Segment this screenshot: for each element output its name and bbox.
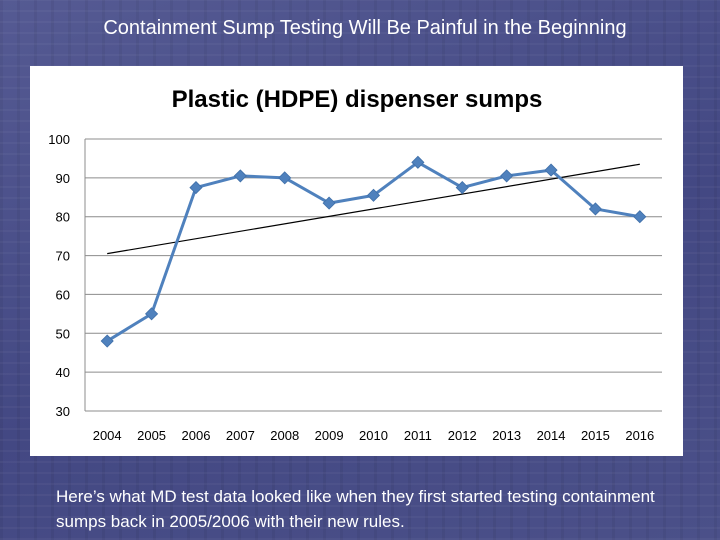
y-tick-labels: 30 40 50 60 70 80 90 100 <box>48 132 70 419</box>
data-point <box>500 169 514 183</box>
x-tick-label: 2005 <box>137 428 166 443</box>
x-tick-labels: 2004 2005 2006 2007 2008 2009 2010 2011 2012 2013… <box>93 428 655 443</box>
slide-title: Containment Sump Testing Will Be Painful… <box>103 17 627 39</box>
x-tick-label: 2007 <box>226 428 255 443</box>
data-point <box>278 171 292 185</box>
x-tick-label: 2009 <box>315 428 344 443</box>
data-point <box>366 188 381 202</box>
y-tick-label: 30 <box>56 404 70 419</box>
x-tick-label: 2015 <box>581 428 610 443</box>
chart-panel: Plastic (HDPE) dispenser sumps 30 40 50 60 7… <box>30 66 683 456</box>
data-point <box>411 155 425 169</box>
y-tick-label: 70 <box>56 249 70 264</box>
gridlines <box>84 138 662 412</box>
x-tick-label: 2004 <box>93 428 122 443</box>
x-tick-label: 2012 <box>448 428 477 443</box>
slide-caption: Here’s what MD test data looked like whe… <box>56 487 655 531</box>
x-tick-label: 2014 <box>537 428 566 443</box>
chart-svg: Plastic (HDPE) dispenser sumps 30 40 50 60 7… <box>48 86 662 443</box>
x-tick-label: 2008 <box>270 428 299 443</box>
y-tick-label: 50 <box>56 326 70 341</box>
data-point <box>455 181 469 195</box>
data-point <box>588 202 602 216</box>
x-tick-label: 2006 <box>182 428 211 443</box>
y-tick-label: 90 <box>56 171 70 186</box>
data-point <box>544 163 558 177</box>
x-tick-label: 2013 <box>492 428 521 443</box>
data-point <box>145 307 159 321</box>
x-tick-label: 2016 <box>625 428 654 443</box>
y-tick-label: 60 <box>56 287 70 302</box>
data-point <box>100 334 114 348</box>
y-tick-label: 100 <box>48 132 70 147</box>
data-point <box>322 196 336 210</box>
chart-title: Plastic (HDPE) dispenser sumps <box>172 86 543 113</box>
y-tick-label: 40 <box>56 365 70 380</box>
data-point <box>633 210 647 224</box>
trendline-layer <box>107 163 640 255</box>
data-point <box>189 181 203 195</box>
trendline <box>107 163 640 255</box>
x-tick-label: 2011 <box>404 428 432 443</box>
x-tick-label: 2010 <box>359 428 388 443</box>
y-tick-label: 80 <box>56 210 70 225</box>
series-layer <box>100 155 647 348</box>
data-point <box>233 169 247 183</box>
